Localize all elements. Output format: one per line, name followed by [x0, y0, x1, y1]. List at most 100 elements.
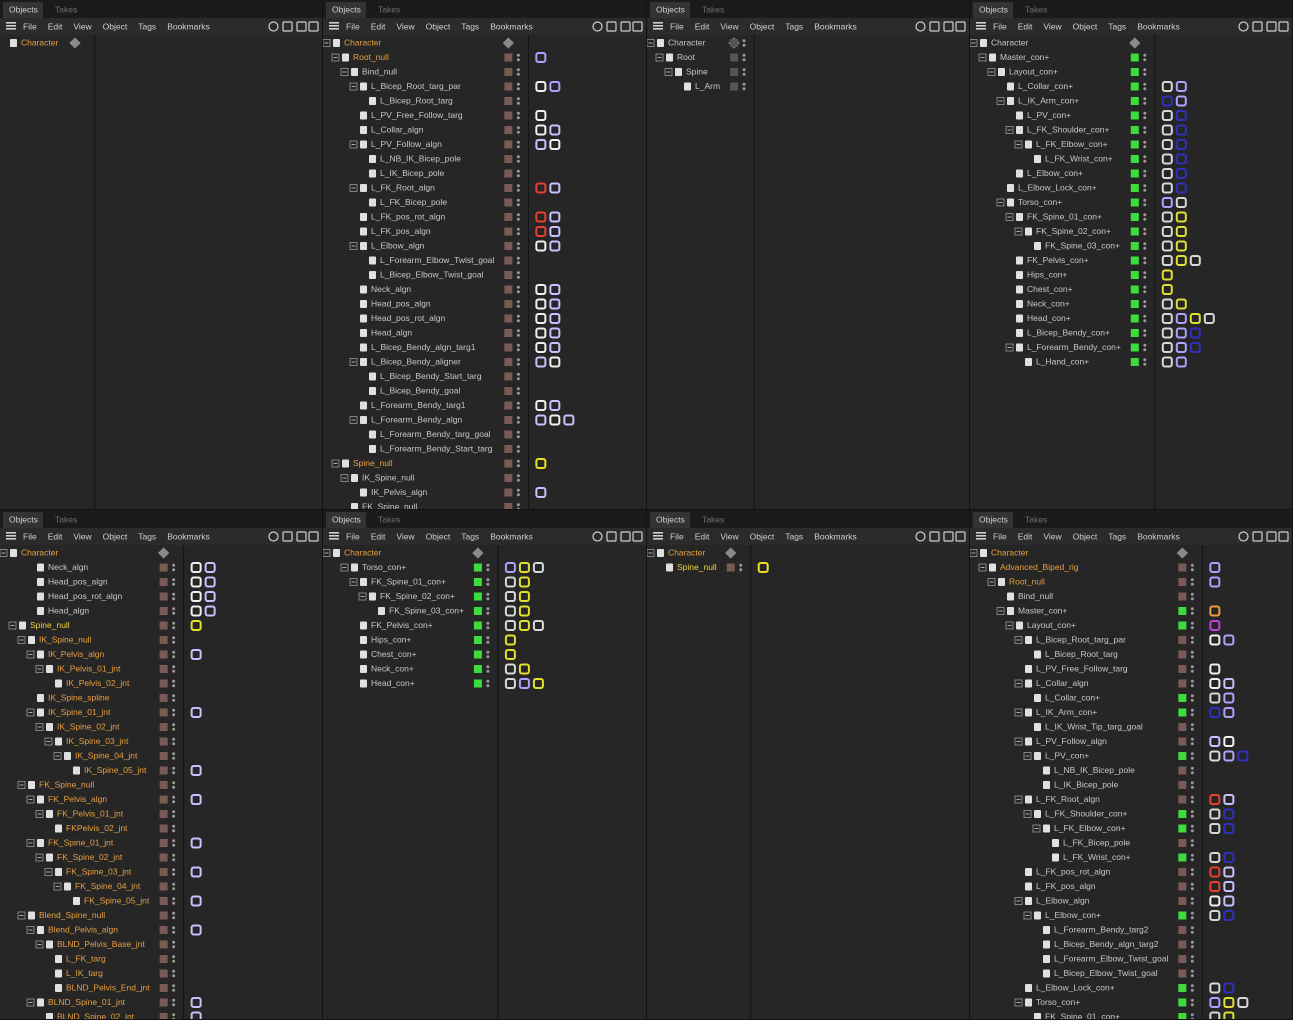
- object-name[interactable]: L_Bicep_Bendy_goal: [380, 385, 460, 395]
- object-name[interactable]: FK_Spine_02_jnt: [57, 852, 123, 862]
- object-name[interactable]: L_IK_Arm_con+: [1018, 95, 1079, 105]
- tag-icon[interactable]: [535, 182, 547, 194]
- expand-toggle[interactable]: [1014, 708, 1023, 717]
- tag-icon[interactable]: [1161, 255, 1173, 266]
- tag-icon[interactable]: [535, 226, 547, 237]
- expand-toggle[interactable]: [647, 39, 655, 47]
- object-name[interactable]: L_FK_Shoulder_con+: [1027, 124, 1110, 134]
- tag-icon[interactable]: [1209, 620, 1221, 631]
- toolbar-icon[interactable]: [606, 531, 617, 542]
- tag-icon[interactable]: [1237, 997, 1249, 1008]
- expand-toggle[interactable]: [1014, 897, 1023, 905]
- object-name[interactable]: Neck_con+: [371, 663, 414, 673]
- expand-toggle[interactable]: [349, 184, 358, 192]
- tag-icon[interactable]: [1209, 678, 1221, 689]
- tab-label[interactable]: Takes: [702, 4, 724, 14]
- object-name[interactable]: L_Forearm_Bendy_targ_goal: [380, 429, 491, 439]
- object-name[interactable]: Character: [991, 547, 1028, 557]
- tag-icon[interactable]: [1161, 356, 1173, 368]
- tag-icon[interactable]: [204, 562, 216, 573]
- menu-item[interactable]: Bookmarks: [490, 531, 533, 541]
- tag-icon[interactable]: [190, 707, 202, 718]
- object-name[interactable]: Character: [21, 547, 58, 557]
- menu-item[interactable]: Tags: [785, 21, 803, 31]
- toolbar-icon[interactable]: [632, 21, 643, 32]
- menu-item[interactable]: Edit: [695, 21, 710, 31]
- menu-item[interactable]: Bookmarks: [167, 531, 210, 541]
- toolbar-icon[interactable]: [1252, 531, 1263, 542]
- tag-icon[interactable]: [204, 605, 216, 617]
- object-name[interactable]: IK_Pelvis_algn: [371, 487, 428, 497]
- tag-icon[interactable]: [1223, 866, 1235, 878]
- object-name[interactable]: L_FK_targ: [66, 953, 106, 963]
- object-name[interactable]: IK_Spine_01_jnt: [48, 707, 111, 717]
- expand-toggle[interactable]: [349, 578, 358, 586]
- tag-icon[interactable]: [1175, 356, 1187, 368]
- tag-icon[interactable]: [535, 458, 547, 469]
- tag-icon[interactable]: [190, 649, 202, 660]
- menu-item[interactable]: Object: [1073, 531, 1098, 541]
- tag-icon[interactable]: [1223, 750, 1235, 762]
- tag-icon[interactable]: [535, 414, 547, 426]
- tag-icon[interactable]: [757, 562, 769, 573]
- object-name[interactable]: L_PV_Free_Follow_targ: [1036, 663, 1128, 673]
- expand-toggle[interactable]: [1005, 343, 1014, 352]
- object-name[interactable]: L_Collar_con+: [1018, 81, 1073, 91]
- expand-toggle[interactable]: [44, 737, 53, 746]
- expand-toggle[interactable]: [987, 68, 996, 76]
- tag-icon[interactable]: [1223, 881, 1235, 892]
- expand-toggle[interactable]: [349, 82, 358, 91]
- expand-toggle[interactable]: [35, 853, 44, 862]
- menu-item[interactable]: Object: [750, 531, 775, 541]
- object-name[interactable]: L_FK_Root_algn: [371, 182, 435, 192]
- expand-toggle[interactable]: [0, 549, 8, 557]
- tag-icon[interactable]: [1209, 692, 1221, 704]
- object-name[interactable]: L_Forearm_Elbow_Twist_goal: [380, 255, 494, 265]
- tag-icon[interactable]: [1223, 982, 1235, 994]
- object-name[interactable]: FK_Pelvis_algn: [48, 794, 107, 804]
- object-name[interactable]: Neck_con+: [1027, 298, 1070, 308]
- menu-item[interactable]: Tags: [785, 531, 803, 541]
- expand-toggle[interactable]: [970, 39, 978, 47]
- object-name[interactable]: Master_con+: [1018, 605, 1067, 615]
- tag-icon[interactable]: [1223, 852, 1235, 863]
- tag-icon[interactable]: [1161, 110, 1173, 121]
- object-name[interactable]: L_Bicep_Bendy_Start_targ: [380, 371, 482, 381]
- menu-item[interactable]: Edit: [1018, 21, 1033, 31]
- tag-icon[interactable]: [1223, 692, 1235, 704]
- menu-item[interactable]: File: [670, 21, 684, 31]
- object-name[interactable]: L_FK_pos_rot_algn: [371, 211, 445, 221]
- toolbar-icon[interactable]: [1266, 531, 1277, 542]
- menu-item[interactable]: View: [73, 531, 92, 541]
- tag-icon[interactable]: [1175, 95, 1187, 107]
- object-name[interactable]: L_FK_pos_algn: [1036, 881, 1096, 891]
- tag-icon[interactable]: [1175, 182, 1187, 194]
- expand-toggle[interactable]: [987, 578, 996, 586]
- tag-icon[interactable]: [549, 414, 561, 426]
- tag-icon[interactable]: [1223, 895, 1235, 907]
- object-name[interactable]: L_FK_Bicep_pole: [1063, 837, 1130, 847]
- tag-icon[interactable]: [563, 414, 575, 426]
- tag-icon[interactable]: [1223, 1011, 1235, 1020]
- object-name[interactable]: L_FK_Wrist_con+: [1063, 852, 1131, 862]
- object-name[interactable]: L_Arm: [695, 81, 720, 91]
- toolbar-icon[interactable]: [606, 21, 617, 32]
- expand-toggle[interactable]: [978, 563, 987, 572]
- object-name[interactable]: L_PV_Free_Follow_targ: [371, 110, 463, 120]
- tag-icon[interactable]: [1223, 808, 1235, 820]
- toolbar-icon[interactable]: [943, 531, 954, 542]
- expand-toggle[interactable]: [996, 607, 1005, 615]
- expand-toggle[interactable]: [647, 549, 655, 557]
- tag-icon[interactable]: [518, 576, 530, 588]
- expand-toggle[interactable]: [358, 592, 367, 601]
- tab-label[interactable]: Takes: [378, 4, 400, 14]
- tag-icon[interactable]: [504, 605, 516, 617]
- expand-toggle[interactable]: [331, 53, 340, 62]
- object-name[interactable]: L_FK_pos_rot_algn: [1036, 866, 1110, 876]
- menu-item[interactable]: Object: [103, 21, 128, 31]
- tag-icon[interactable]: [1175, 226, 1187, 237]
- tag-icon[interactable]: [549, 139, 561, 150]
- object-name[interactable]: Bind_null: [362, 66, 397, 76]
- menu-item[interactable]: Tags: [461, 21, 479, 31]
- tab-label[interactable]: Takes: [55, 4, 77, 14]
